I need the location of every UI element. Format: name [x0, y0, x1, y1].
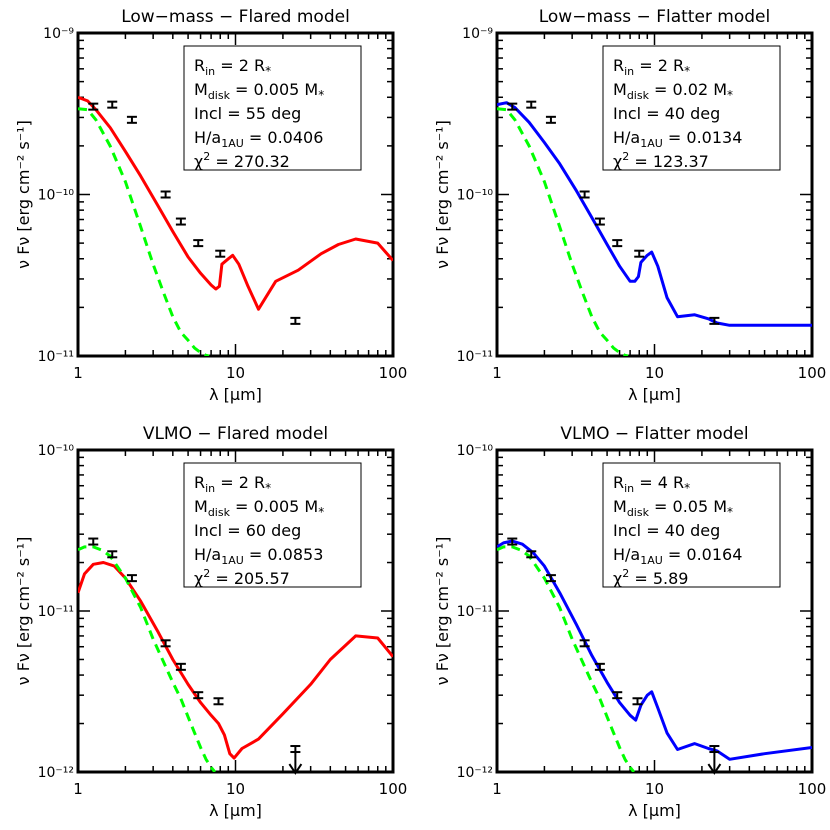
param-incl: Incl = 40 deg	[613, 104, 720, 123]
y-tick-label: 10⁻¹¹	[457, 604, 493, 620]
parameter-box-frame	[602, 462, 781, 588]
x-tick-label: 10	[645, 364, 664, 382]
parameter-box-frame	[602, 45, 781, 171]
chart-title: Low−mass − Flared model	[121, 7, 350, 27]
y-tick-label: 10⁻¹⁰	[457, 188, 494, 204]
photosphere-model-curve	[497, 545, 636, 772]
x-ticks	[496, 450, 813, 772]
upper-limit-arrow-head	[707, 763, 722, 775]
x-tick-label: 100	[798, 364, 827, 382]
disk-model-curve	[497, 539, 812, 761]
param-chi2: χ2 = 205.57	[194, 567, 290, 588]
x-tick-label: 1	[73, 780, 83, 798]
y-tick-label: 10⁻¹⁰	[38, 443, 75, 459]
x-axis-label: λ [μm]	[209, 385, 262, 404]
y-ticks	[78, 449, 393, 773]
chart-title: Low−mass − Flatter model	[539, 7, 771, 27]
param-rin: Rin = 2 R*	[194, 56, 271, 78]
panel-1: 1 10 100 10⁻¹¹ 10⁻¹⁰ 10⁻⁹ Low−mass − Flared mo…	[14, 7, 407, 404]
disk-model-curve	[497, 101, 812, 327]
photosphere-model-curve	[78, 545, 217, 772]
x-tick-label: 10	[226, 780, 245, 798]
y-tick-label: 10⁻¹⁰	[457, 443, 494, 459]
parameter-box-frame	[183, 45, 362, 171]
parameter-box: Rin = 2 R*Mdisk = 0.005 M*Incl = 60 degH…	[183, 462, 362, 588]
x-tick-label: 1	[492, 364, 502, 382]
curves	[497, 539, 812, 772]
param-h-over-a: H/a1AU = 0.0134	[613, 128, 742, 150]
chart-title: VLMO − Flared model	[143, 424, 328, 444]
x-ticks	[496, 33, 813, 356]
param-incl: Incl = 40 deg	[613, 521, 720, 540]
observed-points	[88, 537, 303, 775]
parameter-box-frame	[183, 462, 362, 588]
param-incl: Incl = 55 deg	[194, 104, 301, 123]
x-ticks	[77, 450, 394, 772]
chart-title: VLMO − Flatter model	[560, 424, 748, 444]
photosphere-model-curve	[78, 107, 210, 356]
y-axis-label: ν Fν [erg cm⁻² s⁻¹]	[14, 120, 33, 269]
x-tick-label: 100	[798, 780, 827, 798]
param-chi2: χ2 = 5.89	[613, 567, 688, 588]
param-chi2: χ2 = 270.32	[194, 150, 290, 171]
panel-3: 1 10 100 10⁻¹² 10⁻¹¹ 10⁻¹⁰ VLMO − Flared model…	[14, 424, 407, 820]
y-tick-label: 10⁻¹²	[457, 765, 493, 781]
disk-model-curve	[78, 95, 393, 311]
y-tick-label: 10⁻¹¹	[457, 349, 493, 365]
x-tick-label: 100	[379, 364, 408, 382]
param-chi2: χ2 = 123.37	[613, 150, 709, 171]
y-tick-label: 10⁻¹¹	[38, 604, 74, 620]
observed-points	[88, 100, 301, 325]
y-tick-label: 10⁻¹⁰	[38, 188, 75, 204]
y-ticks	[497, 449, 812, 773]
disk-model-curve	[78, 561, 393, 760]
x-axis-label: λ [μm]	[628, 801, 681, 820]
x-tick-label: 10	[645, 780, 664, 798]
x-axis-label: λ [μm]	[209, 801, 262, 820]
x-ticks	[77, 33, 394, 356]
x-tick-label: 1	[492, 780, 502, 798]
observed-points	[507, 100, 720, 325]
upper-limit-arrow-head	[288, 763, 303, 775]
param-h-over-a: H/a1AU = 0.0853	[194, 545, 323, 567]
y-axis-label: ν Fν [erg cm⁻² s⁻¹]	[14, 537, 33, 686]
y-tick-label: 10⁻¹¹	[38, 349, 74, 365]
panel-2: 1 10 100 10⁻¹¹ 10⁻¹⁰ 10⁻⁹ Low−mass − Flatter m…	[433, 7, 826, 404]
y-ticks	[497, 32, 812, 357]
photosphere-model-curve	[497, 107, 629, 356]
curves	[497, 101, 812, 356]
observed-points	[507, 537, 722, 775]
y-tick-label: 10⁻⁹	[43, 26, 74, 42]
parameter-box: Rin = 2 R*Mdisk = 0.02 M*Incl = 40 degH/…	[602, 45, 781, 171]
parameter-box: Rin = 4 R*Mdisk = 0.05 M*Incl = 40 degH/…	[602, 462, 781, 588]
panel-4: 1 10 100 10⁻¹² 10⁻¹¹ 10⁻¹⁰ VLMO − Flatter mode…	[433, 424, 826, 820]
param-incl: Incl = 60 deg	[194, 521, 301, 540]
x-axis-label: λ [μm]	[628, 385, 681, 404]
x-tick-label: 100	[379, 780, 408, 798]
x-tick-label: 10	[226, 364, 245, 382]
curves	[78, 545, 393, 772]
curves	[78, 95, 393, 356]
param-h-over-a: H/a1AU = 0.0164	[613, 545, 742, 567]
param-h-over-a: H/a1AU = 0.0406	[194, 128, 323, 150]
parameter-box: Rin = 2 R*Mdisk = 0.005 M*Incl = 55 degH…	[183, 45, 362, 171]
y-axis-label: ν Fν [erg cm⁻² s⁻¹]	[433, 537, 452, 686]
x-tick-label: 1	[73, 364, 83, 382]
y-tick-label: 10⁻¹²	[38, 765, 74, 781]
y-tick-label: 10⁻⁹	[462, 26, 493, 42]
y-axis-label: ν Fν [erg cm⁻² s⁻¹]	[433, 120, 452, 269]
